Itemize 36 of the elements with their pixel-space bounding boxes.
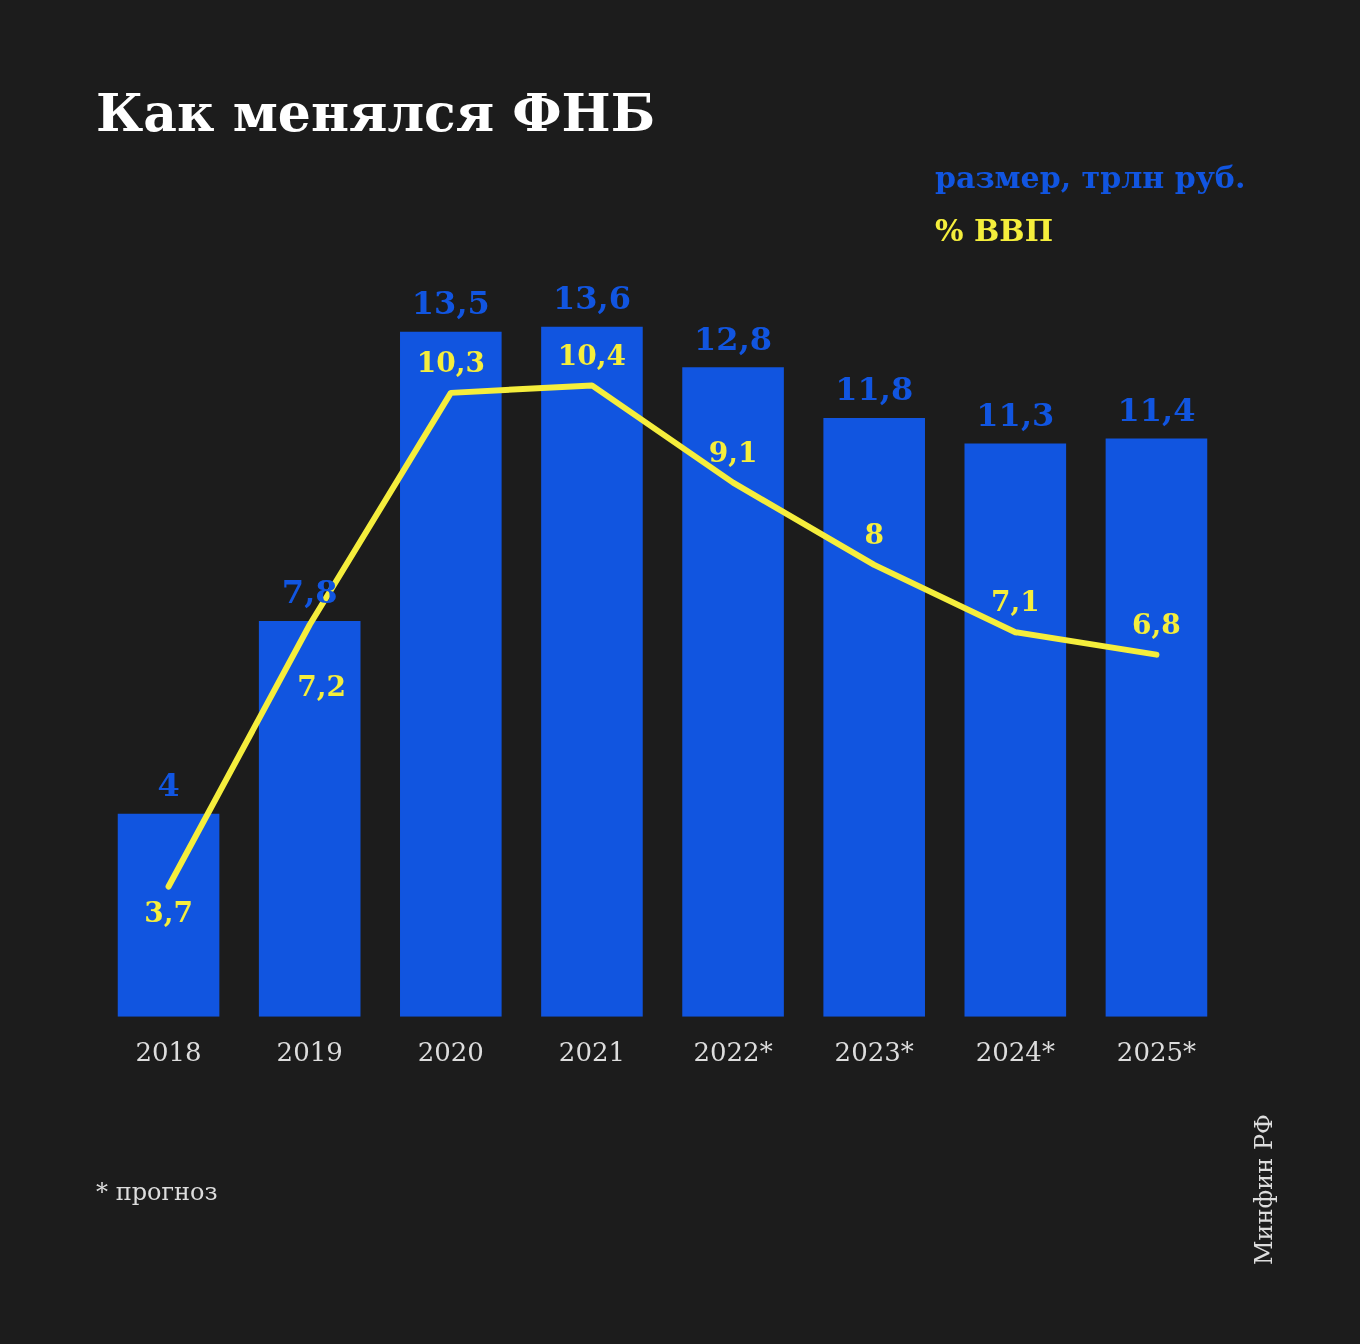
bar bbox=[400, 331, 502, 1017]
text: Минфин РФ bbox=[1250, 1113, 1278, 1265]
data-label: 10,4 bbox=[557, 338, 627, 372]
data-label: 6,8 bbox=[1132, 607, 1181, 641]
data-label: 13,5 bbox=[411, 284, 490, 323]
data-label: 8 bbox=[864, 518, 884, 552]
x-tick-label: 2021 bbox=[558, 1037, 626, 1068]
data-label: 7,1 bbox=[990, 585, 1040, 619]
x-tick-label: 2020 bbox=[417, 1037, 484, 1068]
data-label: 11,8 bbox=[835, 370, 914, 409]
data-label: 13,6 bbox=[552, 279, 631, 318]
text: % ВВП bbox=[935, 213, 1054, 248]
data-label: 12,8 bbox=[694, 319, 773, 358]
data-label: 4 bbox=[157, 766, 180, 805]
chart-title: Как менялся ФНБ bbox=[96, 82, 656, 143]
bar bbox=[823, 418, 925, 1017]
text: * прогноз bbox=[96, 1178, 218, 1206]
data-label: 11,3 bbox=[976, 395, 1055, 434]
x-tick-label: 2018 bbox=[135, 1037, 202, 1068]
data-label: 11,4 bbox=[1117, 390, 1196, 429]
x-tick-label: 2025* bbox=[1116, 1037, 1197, 1068]
data-label: 3,7 bbox=[144, 895, 193, 929]
bar bbox=[964, 443, 1067, 1017]
bar bbox=[682, 367, 784, 1017]
bar bbox=[541, 326, 643, 1017]
bar bbox=[1105, 438, 1208, 1017]
data-label: 9,1 bbox=[708, 435, 758, 469]
bar bbox=[117, 813, 220, 1017]
x-tick-label: 2022* bbox=[693, 1037, 773, 1068]
data-label: 10,3 bbox=[416, 346, 485, 380]
text: размер, трлн руб. bbox=[935, 160, 1246, 195]
x-tick-label: 2019 bbox=[276, 1037, 343, 1068]
data-label: 7,2 bbox=[297, 670, 347, 704]
x-tick-label: 2023* bbox=[834, 1037, 914, 1068]
bar bbox=[258, 621, 361, 1017]
x-tick-label: 2024* bbox=[975, 1037, 1055, 1068]
